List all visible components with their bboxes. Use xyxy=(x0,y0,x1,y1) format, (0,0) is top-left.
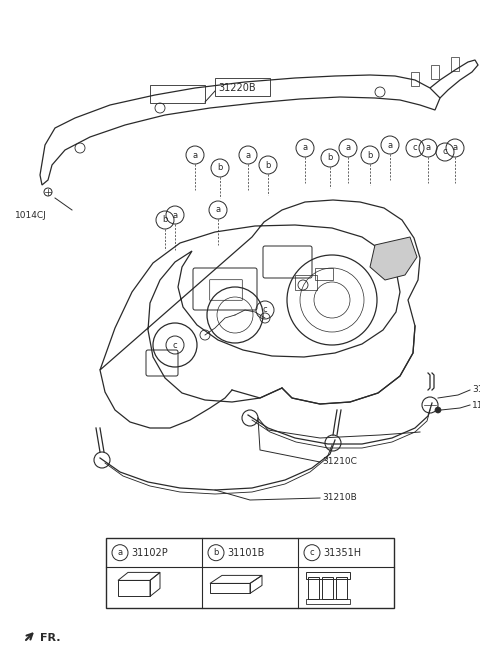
Text: b: b xyxy=(217,163,223,173)
Text: a: a xyxy=(425,143,431,153)
Bar xyxy=(322,578,333,600)
Bar xyxy=(118,580,150,596)
Text: 31210A: 31210A xyxy=(472,386,480,394)
Text: FR.: FR. xyxy=(40,633,60,643)
Text: 31210B: 31210B xyxy=(322,494,357,502)
Bar xyxy=(106,538,394,608)
Text: 31351H: 31351H xyxy=(323,548,361,558)
Text: 31101B: 31101B xyxy=(227,548,264,558)
Bar xyxy=(215,78,270,96)
Bar xyxy=(306,600,350,604)
Text: b: b xyxy=(213,548,219,557)
Bar xyxy=(336,578,347,600)
Bar xyxy=(295,275,317,290)
Text: c: c xyxy=(413,143,417,153)
Text: c: c xyxy=(263,305,267,315)
Text: a: a xyxy=(216,205,221,215)
Text: b: b xyxy=(162,215,168,225)
Text: 31102P: 31102P xyxy=(131,548,168,558)
Text: 31220B: 31220B xyxy=(218,83,256,93)
Circle shape xyxy=(435,407,441,413)
Bar xyxy=(411,72,419,86)
Text: a: a xyxy=(192,151,198,159)
Bar xyxy=(308,578,319,600)
Text: b: b xyxy=(367,151,372,159)
Text: c: c xyxy=(310,548,314,557)
Text: a: a xyxy=(453,143,457,153)
Bar xyxy=(431,65,439,79)
Polygon shape xyxy=(370,237,417,280)
Bar xyxy=(315,268,333,280)
Text: 1129AT: 1129AT xyxy=(472,400,480,410)
Text: a: a xyxy=(346,143,350,153)
Text: c: c xyxy=(173,340,177,350)
Text: b: b xyxy=(265,161,271,169)
Bar xyxy=(451,57,459,71)
Text: a: a xyxy=(302,143,308,153)
Text: b: b xyxy=(327,153,333,163)
Text: a: a xyxy=(172,211,178,219)
Bar xyxy=(150,85,205,103)
Text: a: a xyxy=(387,141,393,149)
Text: c: c xyxy=(443,147,447,157)
Text: a: a xyxy=(245,151,251,159)
Bar xyxy=(306,572,350,580)
Text: a: a xyxy=(118,548,122,557)
Text: 1014CJ: 1014CJ xyxy=(15,211,47,219)
Text: 31210C: 31210C xyxy=(322,458,357,466)
